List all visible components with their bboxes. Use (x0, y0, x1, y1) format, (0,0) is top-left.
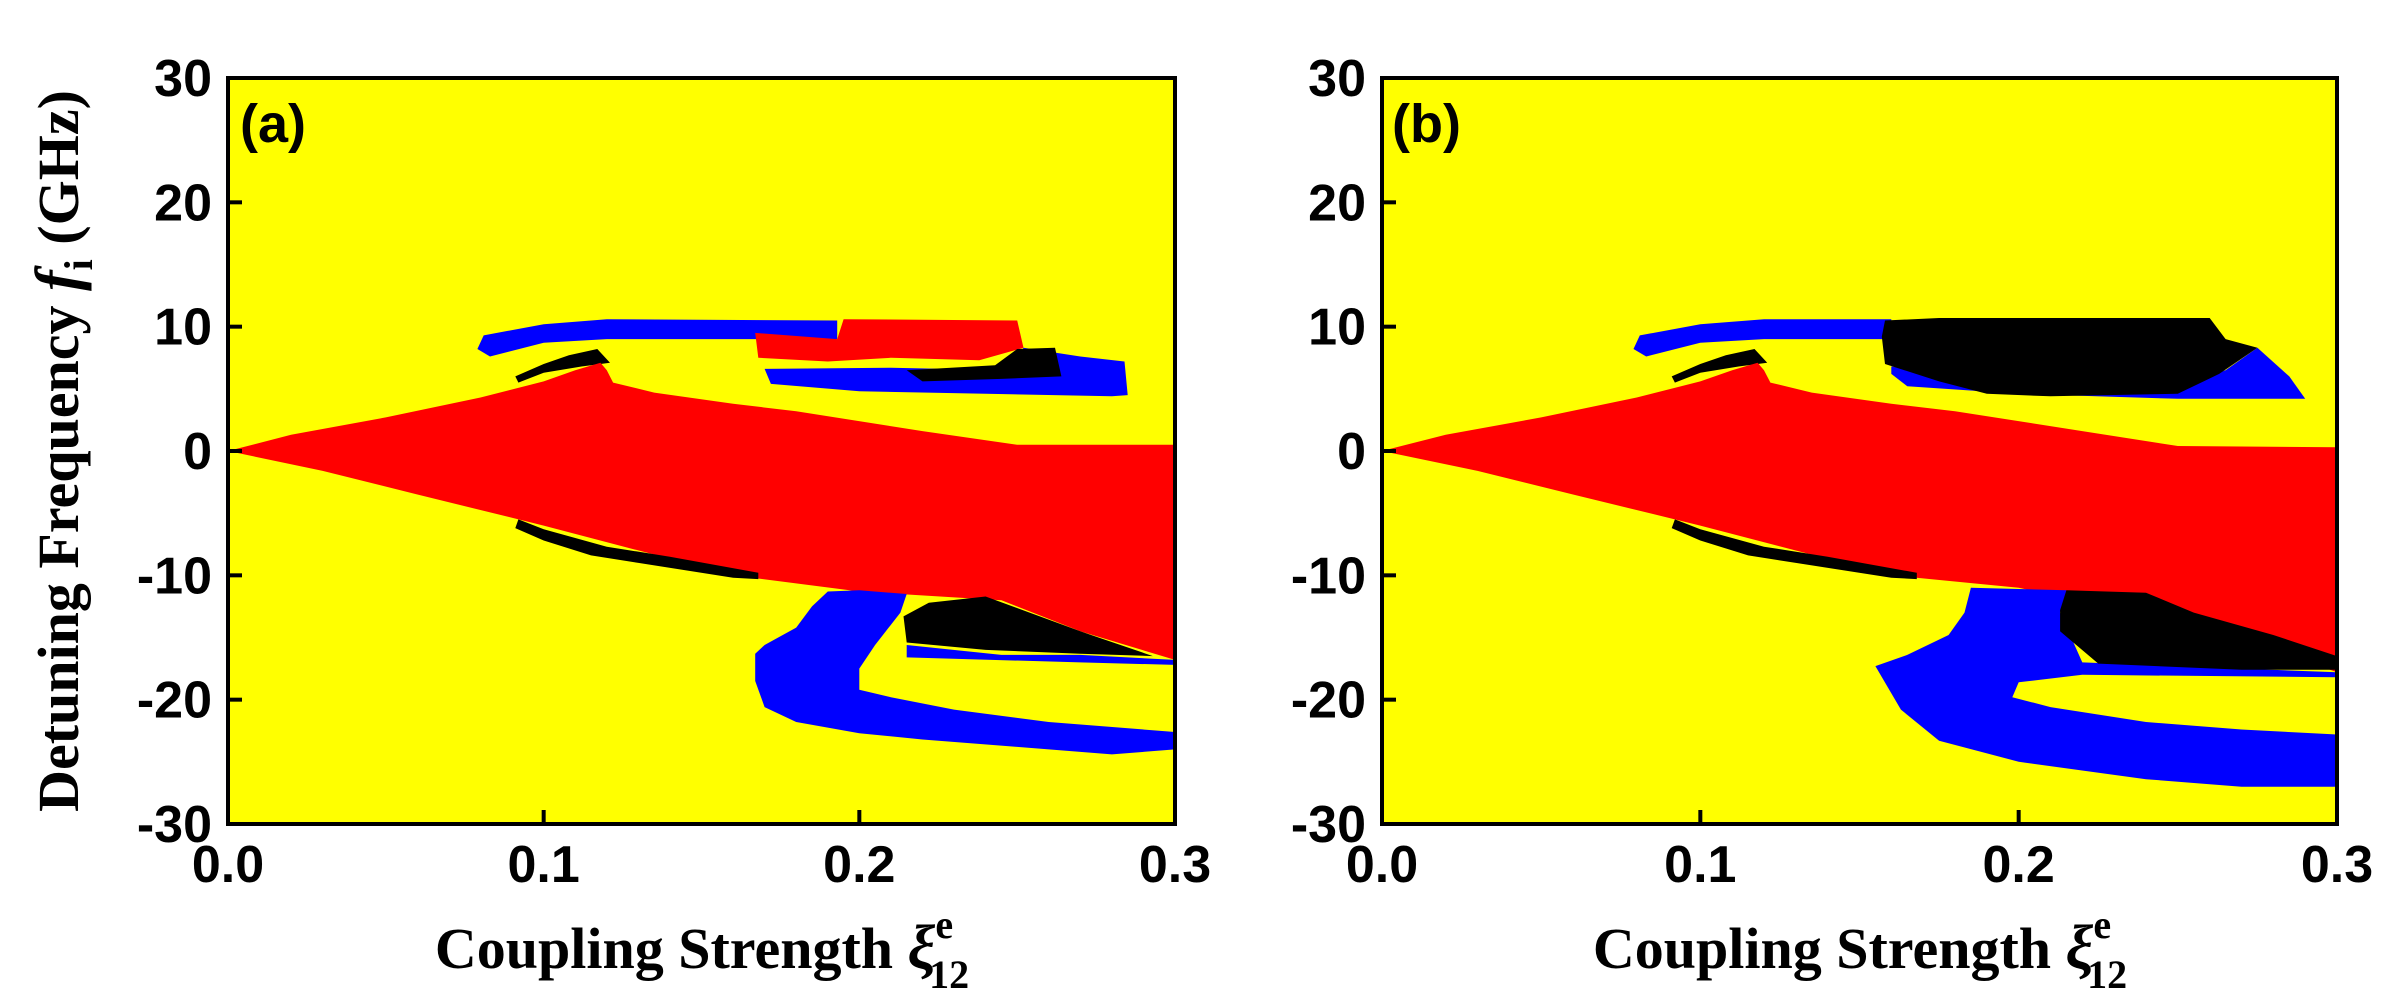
region-black-upper-block (1881, 318, 2258, 397)
x-tick-label: 0.2 (1983, 836, 2055, 894)
panel-b-label: (b) (1392, 94, 1461, 154)
region-blue-lower-right (906, 645, 1175, 665)
y-tick-label: 0 (183, 423, 212, 481)
panel-b: 0.0 0.1 0.2 0.3 -30 -20 -10 0 10 20 30 (b) Couplin… (1291, 50, 2373, 996)
region-black-upper-sliver (515, 349, 610, 383)
x-tick-label: 0.1 (1664, 836, 1736, 894)
x-tick-label: 0.0 (1346, 836, 1418, 894)
y-tick-label: -30 (1291, 796, 1366, 854)
x-tick-label: 0.3 (1139, 836, 1211, 894)
region-red-upper-block (755, 319, 1024, 362)
ylabel: Detuning Frequency fi (GHz) (24, 90, 101, 812)
panel-b-ticks: 0.0 0.1 0.2 0.3 -30 -20 -10 0 10 20 30 (1291, 50, 2373, 894)
region-red-main-wedge (228, 362, 1175, 660)
panel-a: 0.0 0.1 0.2 0.3 -30 -20 -10 0 10 20 30 (a) Detunin… (24, 50, 1211, 996)
panel-a-ticks: 0.0 0.1 0.2 0.3 -30 -20 -10 0 10 20 30 (137, 50, 1211, 894)
region-blue-lower-arc (1875, 587, 2337, 787)
region-black-lower-right (903, 596, 1153, 657)
y-tick-label: 20 (154, 174, 212, 232)
region-black-upper-sliver (1671, 349, 1768, 383)
region-blue-lower-arc (755, 590, 1175, 755)
region-blue-upper-arc (1633, 319, 1892, 357)
panel-a-regions (228, 319, 1175, 755)
panel-b-regions (1382, 318, 2337, 787)
y-tick-label: -10 (137, 547, 212, 605)
panel-a-label: (a) (240, 94, 306, 154)
region-black-lower-sliver (1671, 519, 1917, 580)
y-tick-label: 30 (1308, 50, 1366, 108)
y-tick-label: -20 (1291, 672, 1366, 730)
x-tick-label: 0.1 (508, 836, 580, 894)
panel-a-xlabel: Coupling Strength ξe 12 (435, 902, 969, 996)
y-tick-label: 10 (1308, 299, 1366, 357)
region-blue-upper-arc (477, 319, 838, 357)
y-tick-label: 20 (1308, 174, 1366, 232)
x-tick-label: 0.3 (2301, 836, 2373, 894)
x-tick-label: 0.2 (823, 836, 895, 894)
panel-a-ylabel: Detuning Frequency fi (GHz) (24, 90, 101, 812)
panel-b-xlabel: Coupling Strength ξe 12 (1593, 902, 2127, 996)
y-tick-label: -30 (137, 796, 212, 854)
y-tick-label: 0 (1337, 423, 1366, 481)
region-black-upper-right (906, 347, 1062, 382)
y-tick-label: 30 (154, 50, 212, 108)
region-black-lower-sliver (515, 519, 759, 580)
y-tick-label: -20 (137, 672, 212, 730)
x-tick-label: 0.0 (192, 836, 264, 894)
region-black-lower-right (2060, 590, 2337, 670)
y-tick-label: 10 (154, 299, 212, 357)
y-tick-label: -10 (1291, 547, 1366, 605)
